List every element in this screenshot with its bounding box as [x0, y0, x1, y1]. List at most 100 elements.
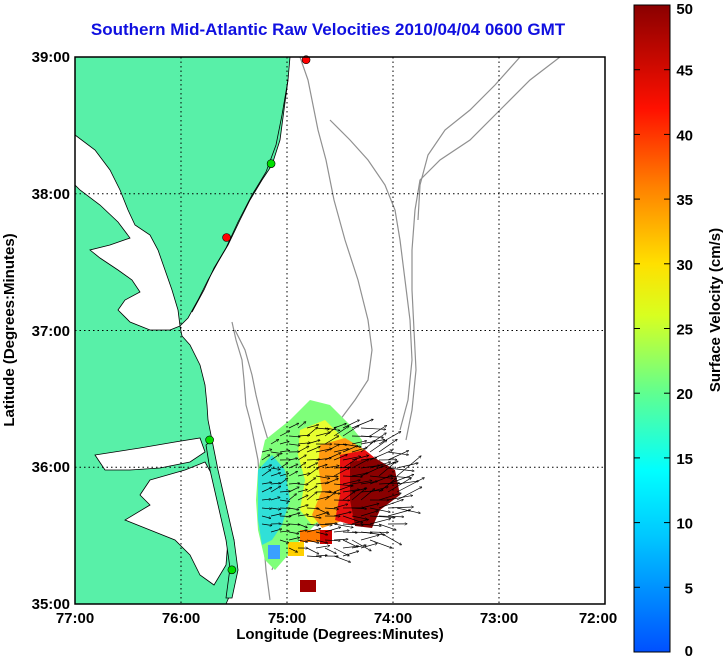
velocity-arrow: [351, 473, 368, 477]
velocity-arrow: [279, 531, 289, 532]
velocity-arrow: [279, 473, 288, 477]
velocity-arrow: [288, 513, 300, 517]
velocity-arrow: [369, 519, 391, 525]
velocity-arrow: [261, 465, 272, 469]
velocity-arrow: [315, 546, 330, 549]
velocity-arrow: [369, 539, 392, 548]
station-marker: [266, 159, 276, 168]
velocity-arrow: [324, 479, 338, 485]
velocity-arrow: [342, 459, 357, 469]
velocity-arrow: [261, 487, 272, 493]
velocity-arrow: [315, 497, 329, 501]
y-tick-label: 38:00: [32, 186, 70, 203]
velocity-arrow: [396, 487, 422, 501]
velocity-arrow: [270, 497, 280, 501]
y-tick-label: 37:00: [32, 323, 70, 340]
barrier-island: [205, 439, 239, 599]
y-axis-ticks: 39:00 38:00 37:00 36:00 35:00: [32, 49, 70, 613]
velocity-arrow: [279, 441, 289, 445]
velocity-arrow: [333, 530, 349, 533]
velocity-arrow: [333, 555, 350, 562]
velocity-arrow: [387, 507, 413, 508]
velocity-arrow: [297, 515, 308, 517]
velocity-arrow: [342, 446, 358, 453]
velocity-arrow: [324, 444, 339, 453]
velocity-arrow: [297, 495, 308, 501]
velocity-arrow: [288, 423, 299, 429]
velocity-arrow: [369, 475, 393, 478]
colorbar-label: Surface Velocity (cm/s): [707, 228, 724, 392]
velocity-arrow: [351, 448, 367, 453]
velocity-arrow: [261, 449, 272, 453]
velocity-arrow: [297, 539, 307, 542]
velocity-arrow: [351, 456, 369, 461]
velocity-arrow: [288, 464, 298, 469]
page-title: Southern Mid-Atlantic Raw Velocities 201…: [90, 20, 566, 39]
velocity-arrow: [261, 499, 271, 500]
velocity-arrow: [351, 539, 371, 551]
velocity-arrow: [324, 523, 337, 524]
velocity-arrow: [297, 473, 310, 477]
colorbar-tick-label: 15: [676, 451, 693, 468]
velocity-arrow: [315, 539, 328, 543]
velocity-arrow: [315, 475, 330, 478]
velocity-arrow: [351, 481, 372, 485]
velocity-arrow: [279, 450, 290, 453]
velocity-arrow: [333, 485, 352, 493]
velocity-arrow: [387, 478, 411, 493]
x-tick-label: 74:00: [374, 610, 412, 627]
velocity-arrow: [378, 432, 401, 445]
velocity-arrow: [288, 537, 299, 541]
velocity-arrow: [270, 486, 281, 493]
station-marker: [222, 233, 231, 242]
velocity-arrow: [288, 471, 297, 477]
velocity-arrow: [360, 504, 379, 509]
velocity-arrow: [288, 483, 300, 484]
velocity-patch-cyan: [258, 455, 290, 545]
velocity-arrow: [351, 459, 369, 469]
colorbar-tick-label: 45: [676, 63, 693, 80]
velocity-arrow: [378, 531, 401, 545]
velocity-arrow: [270, 455, 279, 461]
x-tick-label: 77:00: [56, 610, 94, 627]
velocity-arrow: [369, 507, 390, 512]
station-markers: [205, 55, 311, 575]
velocity-arrow: [270, 451, 282, 454]
velocity-arrow: [387, 475, 414, 485]
velocity-arrow: [360, 489, 375, 501]
velocity-arrow: [279, 539, 289, 543]
y-axis-label: Latitude (Degrees:Minutes): [1, 233, 18, 426]
velocity-arrow: [306, 478, 316, 485]
velocity-arrow: [306, 427, 317, 437]
velocity-arrow: [261, 482, 272, 485]
x-tick-label: 72:00: [579, 610, 617, 627]
velocity-arrow: [378, 439, 397, 453]
velocity-arrow: [342, 420, 359, 429]
velocity-arrow: [324, 453, 341, 461]
velocity-arrow: [342, 426, 359, 437]
velocity-arrow: [396, 463, 418, 469]
velocity-arrow: [297, 505, 308, 509]
velocity-arrow: [360, 535, 379, 541]
velocity-arrow: [315, 432, 330, 437]
velocity-arrow: [279, 524, 290, 525]
velocity-arrow: [306, 463, 318, 469]
velocity-arrow: [387, 451, 408, 455]
x-tick-label: 76:00: [162, 610, 200, 627]
velocity-arrow: [261, 508, 271, 509]
velocity-arrow: [387, 495, 412, 501]
velocity-arrow: [306, 459, 320, 460]
velocity-arrow: [351, 419, 373, 429]
velocity-arrow: [333, 468, 349, 477]
velocity-arrow: [351, 488, 366, 501]
velocity-arrow: [297, 530, 307, 533]
x-tick-label: 73:00: [480, 610, 518, 627]
velocity-arrow: [333, 444, 347, 445]
velocity-arrow: [306, 515, 321, 518]
velocity-arrow: [378, 523, 396, 530]
velocity-arrow: [333, 424, 346, 429]
velocity-arrow: [297, 484, 308, 485]
velocity-arrow: [333, 449, 348, 453]
colorbar-tick-label: 10: [676, 516, 693, 533]
velocity-arrow: [324, 492, 335, 501]
